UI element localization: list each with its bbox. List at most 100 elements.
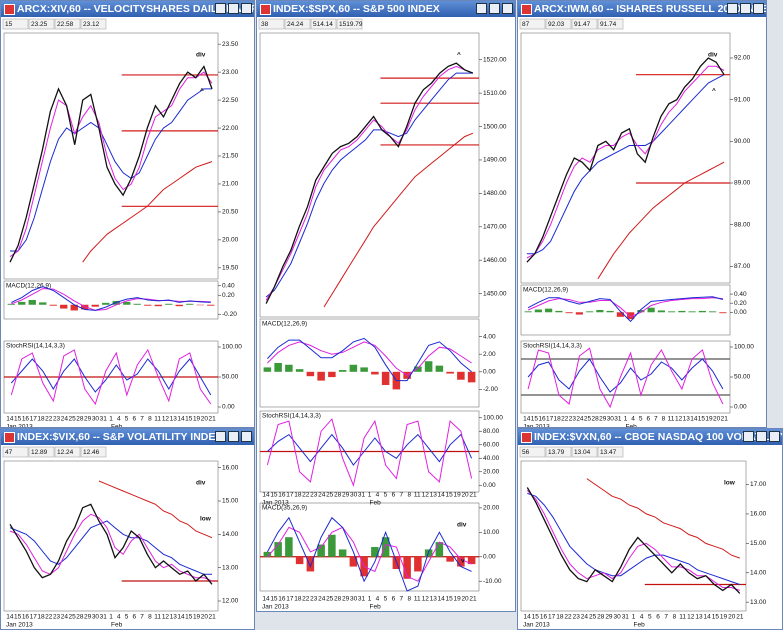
- y-tick-label: 20.00: [483, 505, 500, 512]
- histogram-bar: [627, 312, 635, 320]
- x-tick-label: 1: [368, 596, 372, 603]
- header-value: 38: [261, 21, 269, 28]
- header-cell: [28, 446, 55, 458]
- x-tick-label: 14: [523, 416, 531, 423]
- histogram-bar: [123, 301, 131, 305]
- x-tick-label: 19: [193, 614, 201, 621]
- close-button[interactable]: [753, 3, 764, 14]
- series-line: [9, 513, 213, 582]
- x-tick-label: 5: [384, 492, 388, 499]
- maximize-button[interactable]: [489, 3, 500, 14]
- histogram-bar: [349, 364, 358, 372]
- series-line: [10, 348, 212, 406]
- close-button[interactable]: [241, 3, 252, 14]
- x-tick-label: 31: [614, 416, 622, 423]
- x-tick-label: 6: [646, 416, 650, 423]
- y-tick-label: 0.00: [483, 553, 496, 560]
- close-button[interactable]: [241, 431, 252, 442]
- x-tick-label: 19: [453, 492, 461, 499]
- x-tick-label: 31: [622, 614, 630, 621]
- histogram-bar: [338, 549, 347, 557]
- series-line: [9, 71, 213, 258]
- minimize-button[interactable]: [743, 431, 754, 442]
- x-tick-label: 1: [624, 416, 628, 423]
- x-tick-label: 17: [548, 614, 556, 621]
- histogram-bar: [545, 308, 553, 313]
- x-tick-label: 28: [597, 614, 605, 621]
- histogram-bar: [285, 364, 293, 372]
- maximize-button[interactable]: [756, 431, 767, 442]
- y-tick-label: 21.00: [222, 181, 239, 188]
- y-tick-label: 89.00: [734, 180, 751, 187]
- x-tick-label: 13: [695, 614, 703, 621]
- x-tick-label: 4: [117, 614, 121, 621]
- y-tick-label: 87.00: [734, 263, 751, 270]
- histogram-bar: [435, 365, 444, 372]
- month-label: Jan 2013: [523, 622, 550, 629]
- y-tick-label: 91.00: [734, 96, 751, 103]
- x-tick-label: 19: [705, 416, 713, 423]
- minimize-button[interactable]: [215, 431, 226, 442]
- series-line: [265, 72, 473, 298]
- x-tick-label: 22: [302, 492, 310, 499]
- x-tick-label: 28: [592, 416, 600, 423]
- x-tick-label: 15: [712, 614, 720, 621]
- x-tick-label: 18: [294, 596, 302, 603]
- histogram-bar: [435, 542, 444, 557]
- y-tick-label: 21.50: [222, 153, 239, 160]
- maximize-button[interactable]: [228, 3, 239, 14]
- x-tick-label: 8: [148, 614, 152, 621]
- x-tick-label: 19: [453, 596, 461, 603]
- close-button[interactable]: [502, 3, 513, 14]
- x-tick-label: 23: [569, 416, 577, 423]
- minimize-button[interactable]: [727, 3, 738, 14]
- maximize-button[interactable]: [740, 3, 751, 14]
- x-tick-label: 22: [45, 614, 53, 621]
- minimize-button[interactable]: [215, 3, 226, 14]
- header-cell: [2, 18, 29, 30]
- annotation: low: [724, 480, 736, 487]
- series-line: [10, 88, 212, 252]
- x-tick-label: 6: [133, 614, 137, 621]
- x-tick-label: 15: [446, 596, 454, 603]
- x-tick-label: 17: [546, 416, 554, 423]
- x-tick-label: 13: [170, 416, 178, 423]
- x-tick-label: 14: [6, 614, 14, 621]
- window-buttons: [215, 3, 252, 14]
- x-tick-label: 29: [342, 492, 350, 499]
- y-tick-label: 14.00: [750, 569, 767, 576]
- series-line: [82, 161, 213, 263]
- x-tick-label: 25: [584, 416, 592, 423]
- x-tick-label: 11: [414, 492, 421, 499]
- x-tick-label: 15: [185, 614, 193, 621]
- x-tick-label: 22: [302, 596, 310, 603]
- y-tick-label: 100.00: [483, 414, 503, 421]
- x-tick-label: 17: [30, 416, 38, 423]
- panel-frame: [3, 460, 219, 612]
- histogram-bar: [575, 312, 583, 315]
- x-tick-label: 29: [84, 416, 92, 423]
- header-value: 23.25: [31, 21, 48, 28]
- x-tick-label: 12: [687, 614, 695, 621]
- close-button[interactable]: [769, 431, 780, 442]
- maximize-button[interactable]: [228, 431, 239, 442]
- x-tick-label: 1: [109, 614, 113, 621]
- header-value: 92.03: [548, 21, 565, 28]
- x-tick-label: 6: [133, 416, 137, 423]
- histogram-bar: [524, 311, 532, 313]
- histogram-bar: [60, 304, 68, 309]
- histogram-bar: [381, 371, 390, 385]
- series-line: [10, 358, 212, 396]
- histogram-bar: [263, 367, 272, 372]
- y-tick-label: 0.40: [222, 282, 235, 289]
- histogram-bar: [606, 310, 614, 313]
- minimize-button[interactable]: [476, 3, 487, 14]
- x-tick-label: 4: [631, 416, 635, 423]
- x-tick-label: 11: [668, 416, 675, 423]
- series-line: [267, 433, 473, 466]
- y-tick-label: 20.00: [222, 237, 239, 244]
- x-tick-label: 22: [561, 416, 569, 423]
- y-tick-label: 23.00: [222, 69, 239, 76]
- x-tick-label: 30: [614, 614, 622, 621]
